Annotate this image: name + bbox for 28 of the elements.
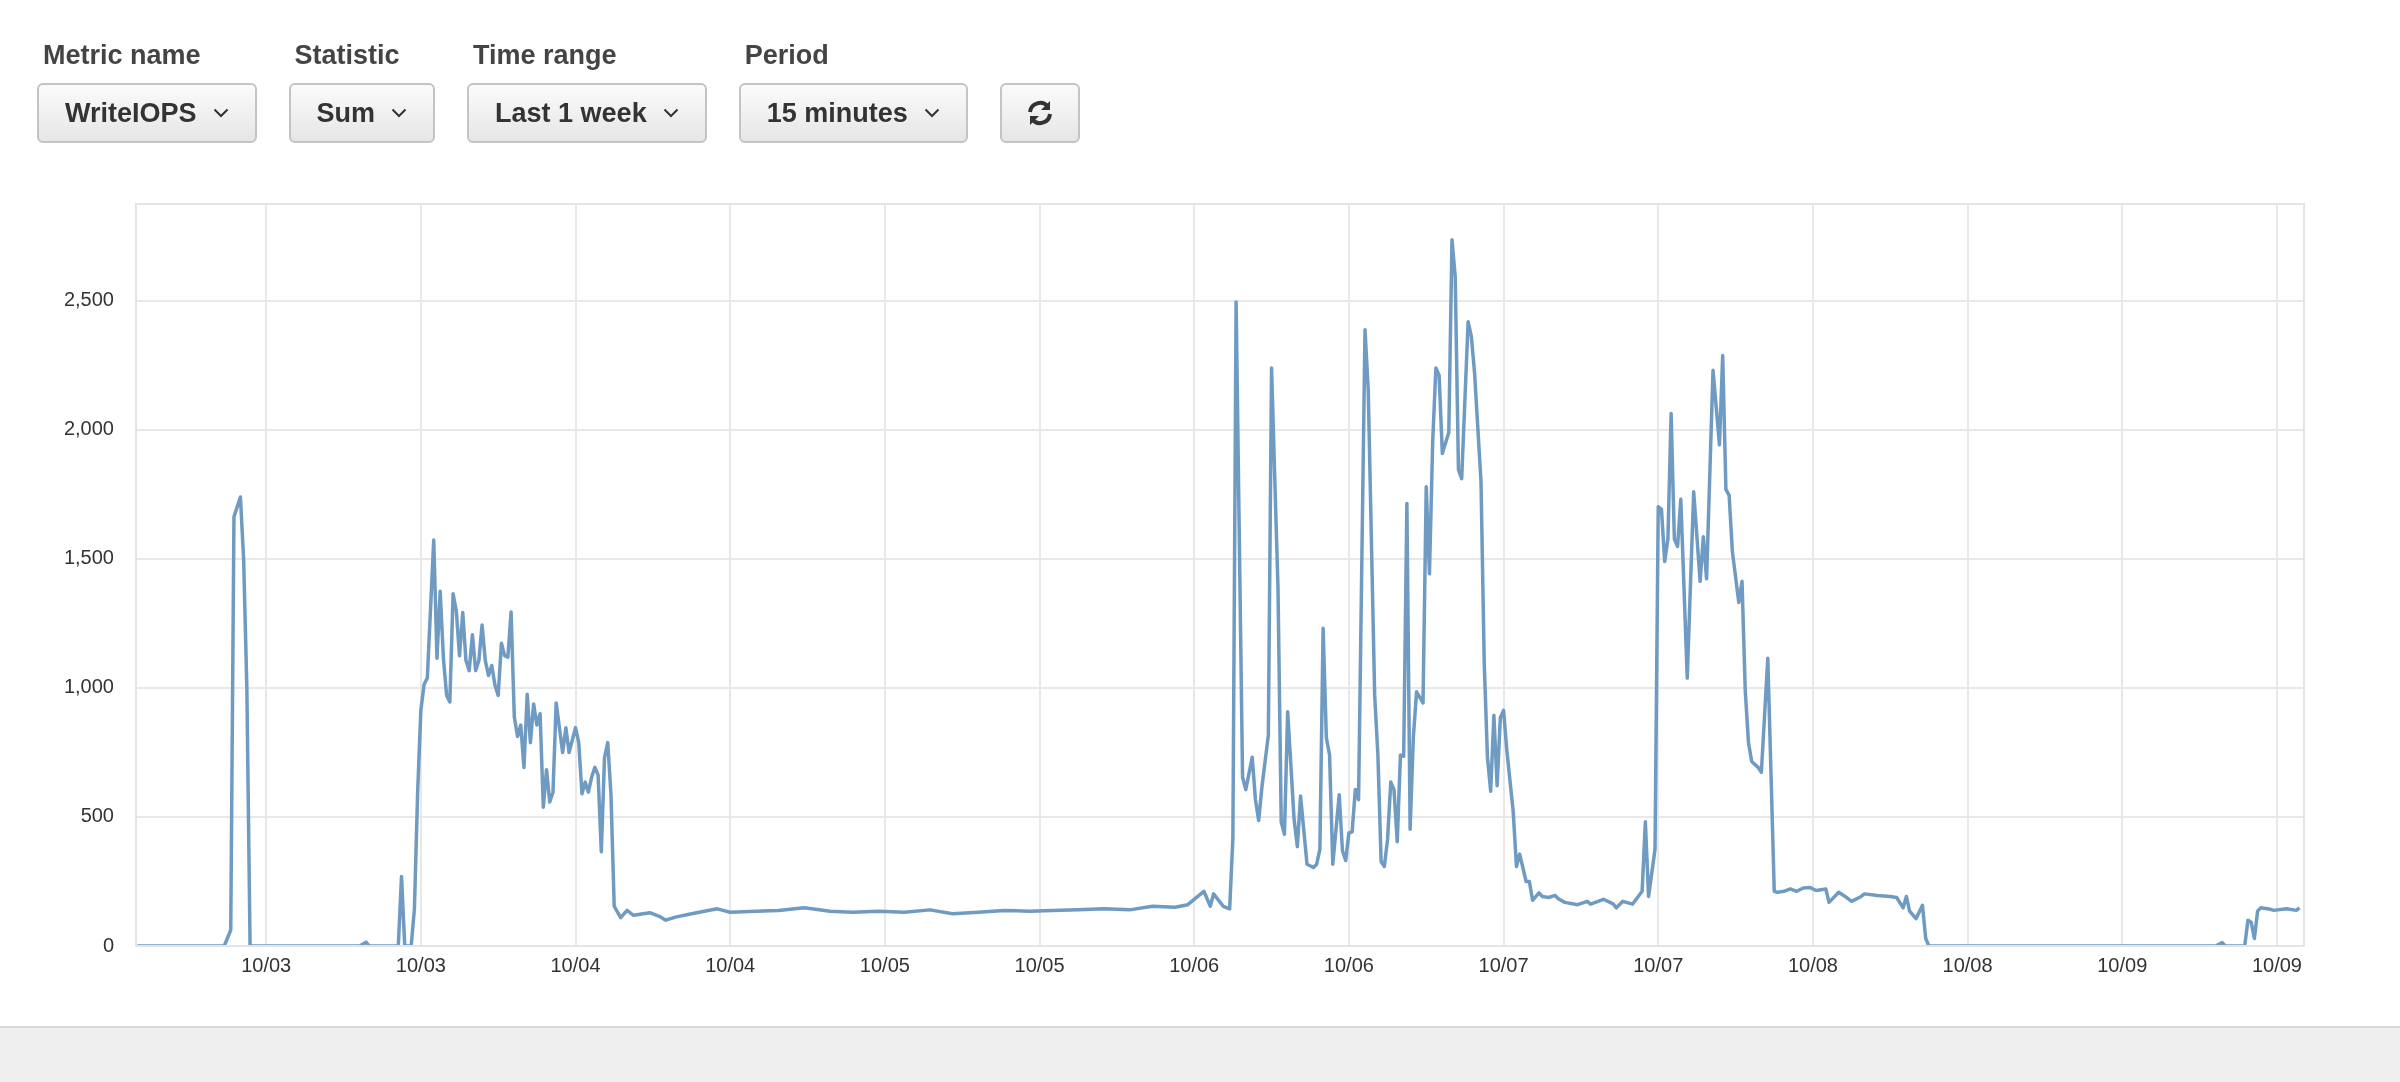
x-tick-label: 10/05 (859, 953, 910, 976)
y-tick-label: 1,500 (63, 546, 114, 569)
text: Statistic (294, 40, 401, 71)
x-tick-label: 10/06 (1169, 953, 1220, 976)
x-tick-label: 10/07 (1633, 953, 1684, 976)
x-tick-label: 10/03 (241, 953, 292, 976)
text: Last 1 week (495, 97, 647, 129)
text: Time range (473, 40, 618, 71)
text: WriteIOPS (65, 97, 197, 129)
y-tick-label: 0 (102, 933, 114, 956)
x-tick-label: 10/07 (1478, 953, 1529, 976)
y-tick-label: 1,000 (63, 675, 114, 698)
x-tick-label: 10/04 (705, 953, 756, 976)
x-tick-label: 10/09 (2251, 953, 2302, 976)
x-tick-label: 10/08 (1942, 953, 1993, 976)
x-tick-label: 10/03 (395, 953, 446, 976)
text: Period (744, 40, 830, 71)
text: Sum (316, 97, 376, 129)
y-tick-label: 2,500 (63, 288, 114, 311)
y-tick-label: 500 (80, 804, 114, 827)
x-tick-label: 10/09 (2097, 953, 2148, 976)
x-tick-label: 10/04 (550, 953, 601, 976)
text: Metric name (43, 40, 202, 71)
x-tick-label: 10/08 (1787, 953, 1838, 976)
text: 15 minutes (766, 97, 908, 129)
y-tick-label: 2,000 (63, 417, 114, 440)
x-tick-label: 10/05 (1014, 953, 1065, 976)
x-tick-label: 10/06 (1323, 953, 1374, 976)
